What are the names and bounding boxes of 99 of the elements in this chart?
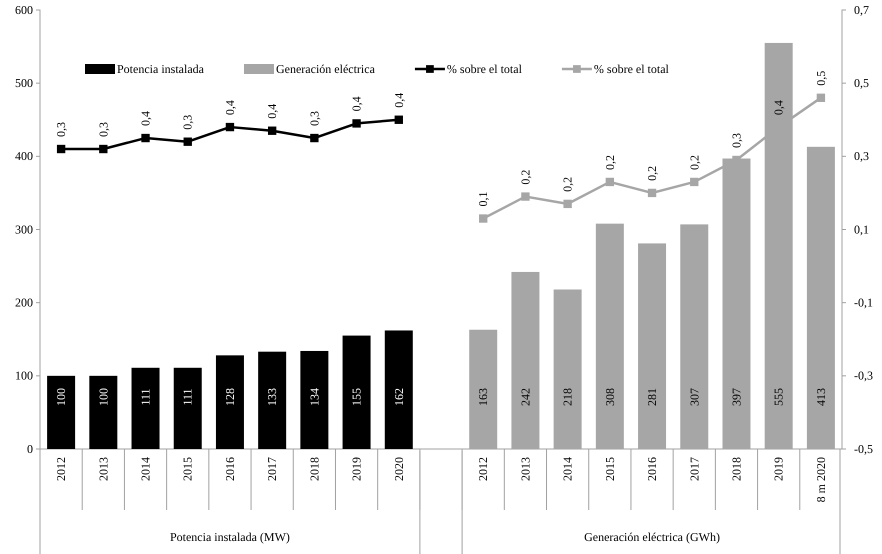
x-tick-label: 2015	[180, 457, 195, 481]
y2-tick-label: -0,3	[854, 368, 873, 383]
point	[56, 144, 66, 154]
x-tick-label: 2012	[54, 457, 68, 481]
y-tick-label: 400	[15, 149, 33, 164]
x-tick-label: 2012	[476, 457, 490, 481]
y-tick-label: 300	[15, 222, 33, 236]
y2-tick-label: 0,1	[854, 222, 869, 236]
x-tick-label: 2018	[307, 457, 322, 481]
bar	[47, 376, 76, 449]
bar	[258, 352, 286, 449]
point	[521, 192, 530, 201]
data-label: 0,3	[54, 122, 68, 138]
data-label: 0,2	[645, 166, 660, 181]
y2-tick-label: -0,5	[854, 442, 873, 456]
data-label: 0,1	[476, 192, 490, 207]
data-label: 0,4	[392, 92, 406, 108]
bar	[174, 368, 202, 449]
point	[816, 94, 826, 102]
x-tick-label: 2016	[645, 457, 660, 481]
data-label: 128	[222, 388, 237, 406]
data-label: 218	[560, 388, 575, 406]
y-tick-label: 100	[15, 368, 33, 383]
x-tick-label: 2019	[350, 457, 364, 481]
data-label: 100	[54, 388, 68, 406]
x-tick-label: 2019	[772, 457, 786, 481]
data-label: 0,3	[96, 122, 110, 138]
data-label: 242	[518, 388, 532, 406]
legend-label: % sobre el total	[446, 62, 523, 76]
data-label: 0,4	[222, 100, 237, 116]
data-label: 555	[772, 388, 786, 406]
data-label: 308	[602, 388, 617, 406]
x-tick-label: 2018	[729, 457, 744, 481]
data-label: 0,5	[814, 70, 828, 86]
text: Generación eléctrica (GWh)	[584, 530, 720, 544]
data-label: 0,4	[265, 104, 280, 119]
data-label: 111	[138, 388, 153, 406]
point	[310, 134, 319, 142]
data-label: 111	[180, 388, 195, 406]
x-tick-label: 2017	[687, 457, 702, 481]
data-label: 100	[96, 388, 110, 406]
point	[690, 178, 698, 186]
data-label: 413	[814, 388, 828, 406]
x-tick-label: 8 m 2020	[814, 457, 828, 502]
data-label: 133	[265, 388, 280, 406]
data-label: 162	[392, 388, 406, 406]
y2-tick-label: 0,5	[854, 76, 869, 90]
data-label: 0,2	[687, 154, 702, 170]
point	[184, 138, 192, 146]
point	[563, 200, 572, 208]
data-label: 0,2	[518, 170, 532, 185]
x-tick-label: 2013	[96, 457, 110, 481]
y-tick-label: 600	[15, 2, 33, 17]
point	[99, 144, 108, 154]
y-tick-label: 200	[15, 296, 33, 310]
data-label: 0,2	[602, 154, 617, 170]
data-label: 281	[645, 388, 660, 406]
data-label: 0,4	[138, 111, 153, 126]
x-tick-label: 2013	[518, 457, 532, 481]
data-label: 0,4	[772, 100, 786, 116]
y2-tick-label: -0,1	[854, 296, 873, 310]
bar	[384, 330, 413, 449]
point	[479, 214, 488, 223]
data-label: 0,3	[307, 111, 322, 126]
bar	[342, 336, 371, 449]
point	[606, 178, 614, 186]
bar	[216, 355, 244, 449]
data-label: 0,3	[180, 114, 195, 130]
text: Potencia instalada (MW)	[170, 530, 290, 544]
x-tick-label: 2020	[392, 457, 406, 481]
data-label: 155	[350, 388, 364, 406]
legend-label: % sobre el total	[594, 62, 670, 76]
y-tick-label: 0	[27, 442, 33, 456]
data-label: 0,4	[350, 96, 364, 112]
data-label: 307	[687, 388, 702, 406]
x-tick-label: 2014	[138, 457, 153, 481]
point	[648, 188, 656, 198]
point	[352, 119, 361, 128]
x-tick-label: 2017	[265, 457, 280, 481]
point	[141, 134, 150, 142]
legend-label: Generación eléctrica	[276, 62, 376, 76]
legend-label: Potencia instalada	[117, 62, 205, 76]
point	[268, 126, 276, 135]
point	[394, 116, 403, 124]
x-tick-label: 2015	[602, 457, 617, 481]
y2-tick-label: 0,3	[854, 149, 869, 164]
data-label: 0,2	[560, 176, 575, 192]
y2-tick-label: 0,7	[854, 2, 869, 17]
data-label: 0,3	[729, 132, 744, 148]
bar	[300, 350, 328, 449]
point	[226, 122, 234, 132]
x-tick-label: 2014	[560, 457, 575, 481]
data-label: 397	[729, 388, 744, 406]
data-label: 134	[307, 388, 322, 406]
data-label: 163	[476, 388, 490, 406]
x-tick-label: 2016	[222, 457, 237, 481]
bar	[132, 368, 160, 449]
y-tick-label: 500	[15, 76, 33, 90]
bar	[89, 376, 118, 449]
